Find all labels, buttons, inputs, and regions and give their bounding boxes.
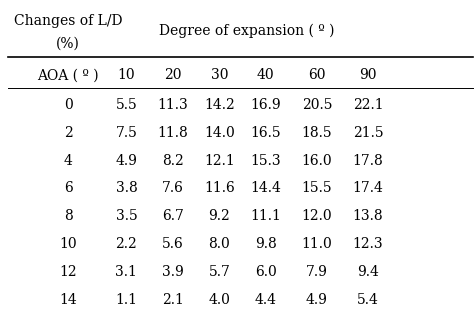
Text: 5.5: 5.5 [116, 98, 137, 112]
Text: 8: 8 [64, 210, 73, 223]
Text: 2.2: 2.2 [116, 237, 137, 251]
Text: 14.2: 14.2 [204, 98, 235, 112]
Text: 18.5: 18.5 [301, 126, 332, 140]
Text: 4: 4 [64, 154, 73, 167]
Text: Changes of L/D: Changes of L/D [14, 14, 123, 28]
Text: 40: 40 [257, 68, 274, 82]
Text: 4.0: 4.0 [209, 293, 230, 307]
Text: 60: 60 [308, 68, 326, 82]
Text: 2.1: 2.1 [162, 293, 184, 307]
Text: 21.5: 21.5 [353, 126, 383, 140]
Text: 3.9: 3.9 [162, 265, 184, 279]
Text: 12: 12 [59, 265, 77, 279]
Text: 16.0: 16.0 [301, 154, 332, 167]
Text: 7.6: 7.6 [162, 181, 184, 196]
Text: 5.6: 5.6 [162, 237, 184, 251]
Text: 20: 20 [164, 68, 182, 82]
Text: 10: 10 [59, 237, 77, 251]
Text: 17.8: 17.8 [353, 154, 383, 167]
Text: 17.4: 17.4 [353, 181, 383, 196]
Text: Degree of expansion ( º ): Degree of expansion ( º ) [159, 24, 335, 38]
Text: 7.9: 7.9 [306, 265, 328, 279]
Text: 9.2: 9.2 [209, 210, 230, 223]
Text: 4.4: 4.4 [255, 293, 277, 307]
Text: 6.7: 6.7 [162, 210, 184, 223]
Text: 3.8: 3.8 [116, 181, 137, 196]
Text: 13.8: 13.8 [353, 210, 383, 223]
Text: 5.4: 5.4 [357, 293, 379, 307]
Text: 0: 0 [64, 98, 73, 112]
Text: 14: 14 [59, 293, 77, 307]
Text: 16.9: 16.9 [250, 98, 281, 112]
Text: 12.1: 12.1 [204, 154, 235, 167]
Text: 8.2: 8.2 [162, 154, 184, 167]
Text: 11.0: 11.0 [301, 237, 332, 251]
Text: 7.5: 7.5 [116, 126, 137, 140]
Text: 11.6: 11.6 [204, 181, 235, 196]
Text: 2: 2 [64, 126, 73, 140]
Text: 14.0: 14.0 [204, 126, 235, 140]
Text: 12.0: 12.0 [301, 210, 332, 223]
Text: 9.8: 9.8 [255, 237, 277, 251]
Text: 15.5: 15.5 [301, 181, 332, 196]
Text: 22.1: 22.1 [353, 98, 383, 112]
Text: 3.1: 3.1 [116, 265, 137, 279]
Text: 6: 6 [64, 181, 73, 196]
Text: 16.5: 16.5 [250, 126, 281, 140]
Text: 14.4: 14.4 [250, 181, 281, 196]
Text: 30: 30 [210, 68, 228, 82]
Text: 1.1: 1.1 [115, 293, 137, 307]
Text: 4.9: 4.9 [306, 293, 328, 307]
Text: 12.3: 12.3 [353, 237, 383, 251]
Text: 20.5: 20.5 [301, 98, 332, 112]
Text: 6.0: 6.0 [255, 265, 277, 279]
Text: 11.1: 11.1 [250, 210, 281, 223]
Text: (%): (%) [56, 37, 80, 51]
Text: 8.0: 8.0 [209, 237, 230, 251]
Text: 11.8: 11.8 [157, 126, 188, 140]
Text: 5.7: 5.7 [209, 265, 230, 279]
Text: 9.4: 9.4 [357, 265, 379, 279]
Text: 3.5: 3.5 [116, 210, 137, 223]
Text: 10: 10 [118, 68, 135, 82]
Text: AOA ( º ): AOA ( º ) [37, 68, 99, 82]
Text: 11.3: 11.3 [157, 98, 188, 112]
Text: 4.9: 4.9 [116, 154, 137, 167]
Text: 15.3: 15.3 [250, 154, 281, 167]
Text: 90: 90 [359, 68, 377, 82]
